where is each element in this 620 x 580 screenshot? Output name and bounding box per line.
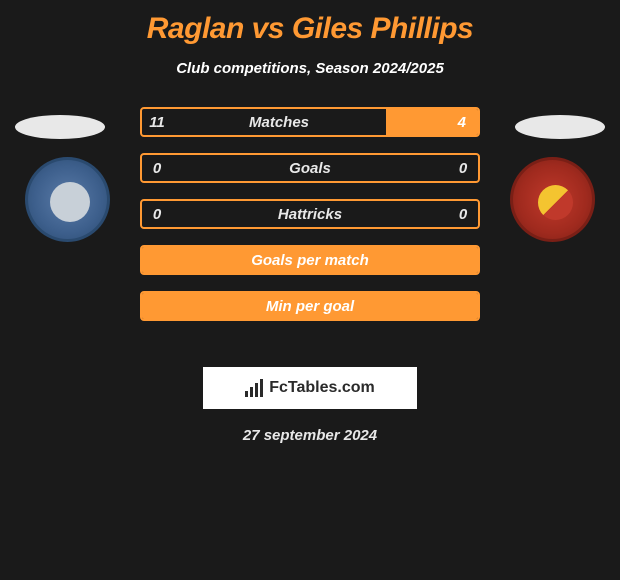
club-badge-right [510,157,595,242]
stat-left-value: 11 [142,109,172,135]
stat-label: Matches [172,109,386,135]
stat-row-hattricks: 0 Hattricks 0 [140,199,480,229]
player-right-pill [515,115,605,139]
stat-row-goals: 0 Goals 0 [140,153,480,183]
stat-left-value: 0 [142,155,172,181]
stat-row-gpm: Goals per match [140,245,480,275]
subtitle: Club competitions, Season 2024/2025 [0,60,620,77]
stat-left-value: 0 [142,201,172,227]
owl-icon [50,182,90,222]
stat-row-matches: 11 Matches 4 [140,107,480,137]
player-left-pill [15,115,105,139]
stat-label: Hattricks [172,201,448,227]
badge-right-icon [538,185,573,220]
bar-chart-icon [245,379,263,397]
brand-label: FcTables.com [269,379,375,397]
page-title: Raglan vs Giles Phillips [0,0,620,46]
stat-rows: 11 Matches 4 0 Goals 0 0 Hattricks 0 Goa… [140,107,480,337]
club-badge-left [25,157,110,242]
stat-label: Min per goal [142,293,478,319]
stat-label: Goals per match [142,247,478,273]
date-label: 27 september 2024 [0,427,620,444]
stat-right-highlight: 4 [386,109,478,135]
stat-right-value: 0 [448,201,478,227]
comparison-area: 11 Matches 4 0 Goals 0 0 Hattricks 0 Goa… [0,107,620,347]
stat-right-value: 4 [458,114,466,131]
stat-row-mpg: Min per goal [140,291,480,321]
stat-label: Goals [172,155,448,181]
brand-footer[interactable]: FcTables.com [203,367,417,409]
stat-right-value: 0 [448,155,478,181]
